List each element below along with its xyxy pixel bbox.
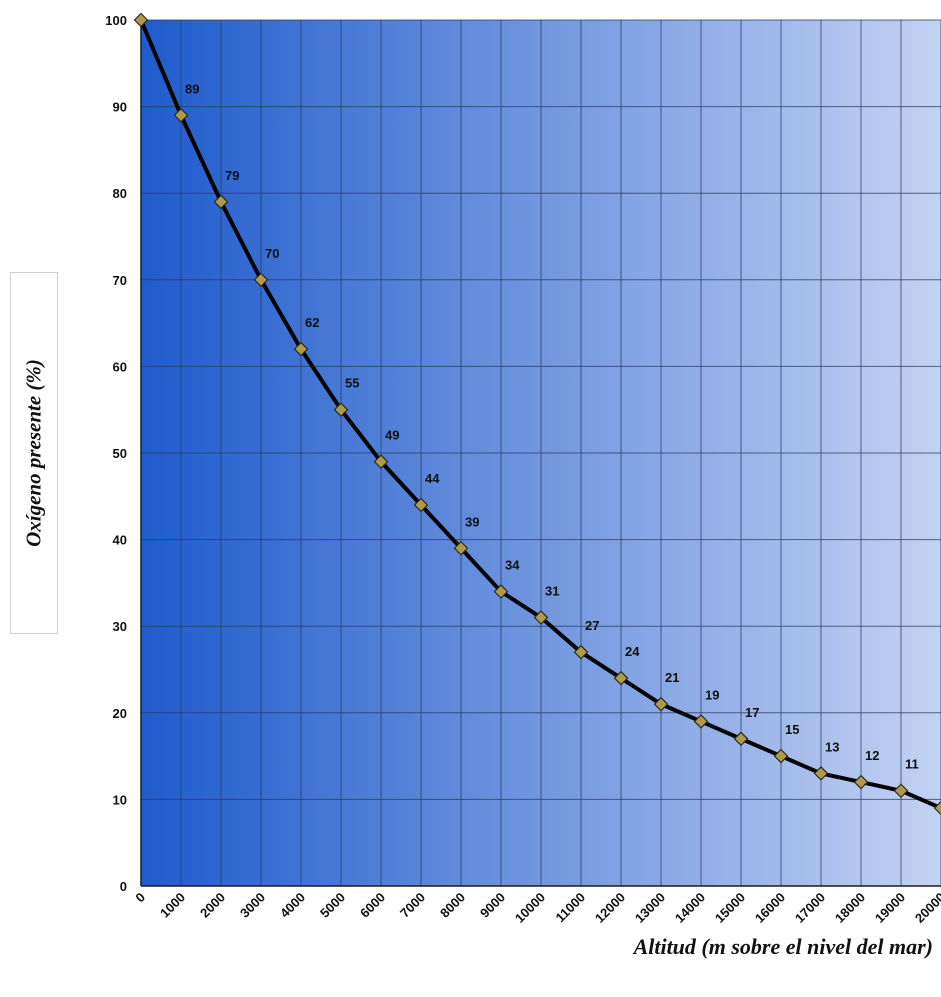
x-tick-label-17: 17000 (792, 890, 828, 926)
x-tick-label-2: 2000 (197, 890, 228, 921)
x-tick-label-13: 13000 (632, 890, 668, 926)
x-tick-label-14: 14000 (672, 890, 708, 926)
y-tick-label-0: 0 (120, 879, 127, 894)
x-tick-label-7: 7000 (397, 890, 428, 921)
x-tick-label-6: 6000 (357, 890, 388, 921)
x-axis-title: Altitud (m sobre el nivel del mar) (634, 934, 933, 960)
x-tick-label-5: 5000 (317, 890, 348, 921)
y-tick-label-10: 100 (105, 13, 127, 28)
x-tick-label-11: 11000 (552, 890, 588, 926)
y-axis-title-box: Oxígeno presente (%) (10, 272, 58, 634)
data-label-1: 89 (185, 81, 199, 96)
data-label-9: 34 (505, 558, 520, 573)
data-label-10: 31 (545, 584, 559, 599)
data-label-0: 100 (145, 0, 167, 1)
data-label-4: 62 (305, 315, 319, 330)
x-tick-label-10: 10000 (512, 890, 548, 926)
y-tick-label-7: 70 (113, 273, 127, 288)
data-label-5: 55 (345, 376, 359, 391)
x-tick-label-16: 16000 (752, 890, 788, 926)
x-tick-label-9: 9000 (477, 890, 508, 921)
data-label-14: 19 (705, 687, 719, 702)
y-axis-title: Oxígeno presente (%) (22, 359, 47, 547)
data-label-18: 12 (865, 748, 879, 763)
data-label-19: 11 (905, 757, 919, 772)
data-label-13: 21 (665, 670, 679, 685)
data-label-7: 44 (425, 471, 440, 486)
y-tick-label-4: 40 (113, 533, 127, 548)
x-tick-label-4: 4000 (277, 890, 308, 921)
y-tick-label-5: 50 (113, 446, 127, 461)
data-label-17: 13 (825, 739, 839, 754)
y-tick-label-2: 20 (113, 706, 127, 721)
y-tick-label-8: 80 (113, 186, 127, 201)
y-tick-label-6: 60 (113, 359, 127, 374)
x-tick-label-1: 1000 (157, 890, 188, 921)
x-tick-label-18: 18000 (832, 890, 868, 926)
x-tick-label-0: 0 (132, 890, 148, 906)
y-tick-label-1: 10 (113, 792, 127, 807)
x-tick-label-15: 15000 (712, 890, 748, 926)
x-tick-label-19: 19000 (872, 890, 908, 926)
x-tick-label-12: 12000 (592, 890, 628, 926)
data-label-16: 15 (785, 722, 799, 737)
x-tick-label-3: 3000 (237, 890, 268, 921)
y-tick-label-9: 90 (113, 100, 127, 115)
data-label-12: 24 (625, 644, 640, 659)
data-label-8: 39 (465, 514, 479, 529)
data-label-6: 49 (385, 428, 399, 443)
data-label-15: 17 (745, 705, 759, 720)
data-label-11: 27 (585, 618, 599, 633)
y-axis-ticks: 0 10 20 30 40 50 60 70 80 90 100 (105, 13, 127, 894)
x-tick-label-20: 20000 (912, 890, 941, 926)
data-label-3: 70 (265, 246, 279, 261)
gridlines (141, 20, 941, 886)
x-tick-label-8: 8000 (437, 890, 468, 921)
data-label-2: 79 (225, 168, 239, 183)
y-tick-label-3: 30 (113, 619, 127, 634)
